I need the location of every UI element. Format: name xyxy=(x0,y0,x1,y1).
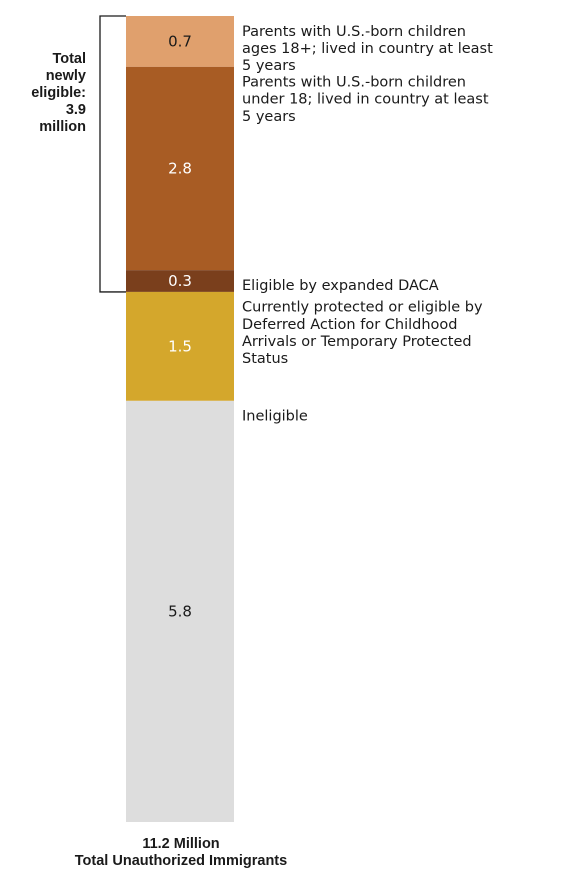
total-immigrants-label: 11.2 Million Total Unauthorized Immigrant… xyxy=(75,836,287,869)
segment-category-label-1: Parents with U.S.-born children under 18;… xyxy=(242,75,489,125)
bar-segment-4 xyxy=(126,400,234,822)
segment-value-label-2: 0.3 xyxy=(168,272,192,290)
segment-value-label-3: 1.5 xyxy=(168,337,192,355)
bar-segment-2 xyxy=(126,270,234,292)
bracket-line xyxy=(99,15,126,293)
total-label: 11.2 Million Total Unauthorized Immigrant… xyxy=(75,836,287,869)
segment-labels: 0.7 Parents with U.S.-born children ages 1… xyxy=(168,24,493,621)
segment-category-label-3: Currently protected or eligible by Deferr… xyxy=(242,300,483,367)
segment-value-label-1: 2.8 xyxy=(168,159,192,177)
segment-category-label-4: Ineligible xyxy=(242,409,308,425)
bracket-label: Total newly eligible: 3.9 million xyxy=(31,51,86,135)
bar-segments xyxy=(126,16,234,822)
segment-value-label-4: 5.8 xyxy=(168,602,192,620)
newly-eligible-bracket: Total newly eligible: 3.9 million xyxy=(31,15,126,293)
bar-segment-1 xyxy=(126,66,234,271)
segment-category-label-2: Eligible by expanded DACA xyxy=(242,278,439,294)
segment-category-label-0: Parents with U.S.-born children ages 18+;… xyxy=(242,24,493,74)
bar-segment-3 xyxy=(126,291,234,401)
bar-segment-0 xyxy=(126,16,234,67)
segment-value-label-0: 0.7 xyxy=(168,32,192,50)
